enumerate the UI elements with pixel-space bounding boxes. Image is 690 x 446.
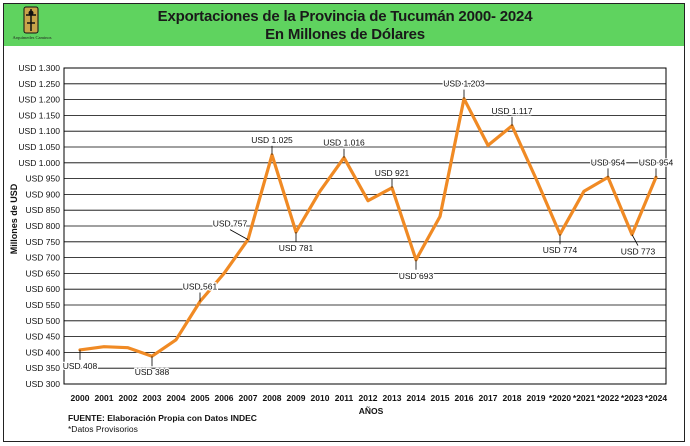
x-tick-label: *2022 [597, 393, 619, 403]
x-tick-label: 2011 [335, 393, 354, 403]
x-tick-label: 2009 [287, 393, 306, 403]
x-tick-label: 2006 [215, 393, 234, 403]
x-tick-label: *2023 [621, 393, 643, 403]
y-tick-label: USD 450 [26, 332, 61, 342]
data-label: USD 921 [375, 168, 410, 178]
y-tick-label: USD 800 [26, 221, 61, 231]
y-tick-label: USD 950 [26, 174, 61, 184]
y-tick-label: USD 1.150 [18, 110, 60, 120]
y-tick-label: USD 500 [26, 316, 61, 326]
x-tick-label: *2021 [573, 393, 595, 403]
y-tick-label: USD 1.250 [18, 79, 60, 89]
chart-title-line1: Exportaciones de la Provincia de Tucumán… [157, 8, 533, 25]
x-tick-label: 2012 [359, 393, 378, 403]
data-label: USD 693 [399, 271, 434, 281]
y-tick-label: USD 650 [26, 268, 61, 278]
x-tick-label: 2016 [455, 393, 474, 403]
y-tick-label: USD 850 [26, 205, 61, 215]
data-label: USD 954 [639, 157, 674, 167]
data-label: USD 757 [213, 219, 248, 229]
logo-icon [23, 6, 39, 34]
x-tick-label: 2005 [191, 393, 210, 403]
x-tick-label: 2000 [71, 393, 90, 403]
data-label: USD 773 [621, 247, 656, 257]
y-tick-label: USD 900 [26, 189, 61, 199]
y-tick-label: USD 600 [26, 284, 61, 294]
x-axis-label: AÑOS [359, 406, 384, 416]
x-tick-label: 2013 [383, 393, 402, 403]
x-tick-label: 2004 [167, 393, 186, 403]
y-tick-label: USD 300 [26, 379, 61, 389]
y-tick-label: USD 400 [26, 347, 61, 357]
y-tick-label: USD 1.050 [18, 142, 60, 152]
series-line [78, 97, 658, 358]
x-tick-label: 2015 [431, 393, 450, 403]
x-tick-label: 2014 [407, 393, 426, 403]
data-label-leader [631, 234, 639, 246]
x-tick-label: 2007 [239, 393, 258, 403]
x-tick-label: 2003 [143, 393, 162, 403]
data-label: USD 774 [543, 245, 578, 255]
x-tick-label: *2020 [549, 393, 571, 403]
y-tick-label: USD 550 [26, 300, 61, 310]
y-tick-label: USD 1.000 [18, 158, 60, 168]
x-tick-label: 2002 [119, 393, 138, 403]
provisional-note: *Datos Provisorios [68, 424, 138, 434]
x-tick-label: 2010 [311, 393, 330, 403]
x-tick-label: 2018 [503, 393, 522, 403]
y-tick-label: USD 350 [26, 363, 61, 373]
data-label: USD 1.025 [251, 135, 293, 145]
x-tick-label: 2001 [95, 393, 114, 403]
title-banner [4, 4, 684, 46]
y-tick-label: USD 700 [26, 253, 61, 263]
chart-frame [3, 3, 685, 442]
y-tick-label: USD 1.100 [18, 126, 60, 136]
y-tick-label: USD 1.300 [18, 63, 60, 73]
x-tick-label: *2024 [645, 393, 667, 403]
y-tick-label: USD 1.200 [18, 95, 60, 105]
data-label: USD 1.117 [492, 106, 533, 116]
x-tick-label: 2008 [263, 393, 282, 403]
data-label: USD 954 [591, 157, 626, 167]
x-tick-label: 2017 [479, 393, 498, 403]
logo-text: Arquímedes Caminos [12, 35, 52, 40]
data-label: USD 561 [183, 282, 218, 292]
data-label: USD 1.016 [323, 138, 365, 148]
data-label: USD 781 [279, 243, 314, 253]
data-label: USD 1.203 [443, 79, 485, 89]
chart-title-line2: En Millones de Dólares [265, 26, 425, 43]
data-label: USD 408 [63, 361, 98, 371]
y-tick-label: USD 750 [26, 237, 61, 247]
source-note: FUENTE: Elaboración Propia con Datos IND… [68, 413, 257, 423]
data-label-leader [229, 229, 249, 240]
data-label: USD 388 [135, 367, 170, 377]
x-tick-label: 2019 [527, 393, 546, 403]
